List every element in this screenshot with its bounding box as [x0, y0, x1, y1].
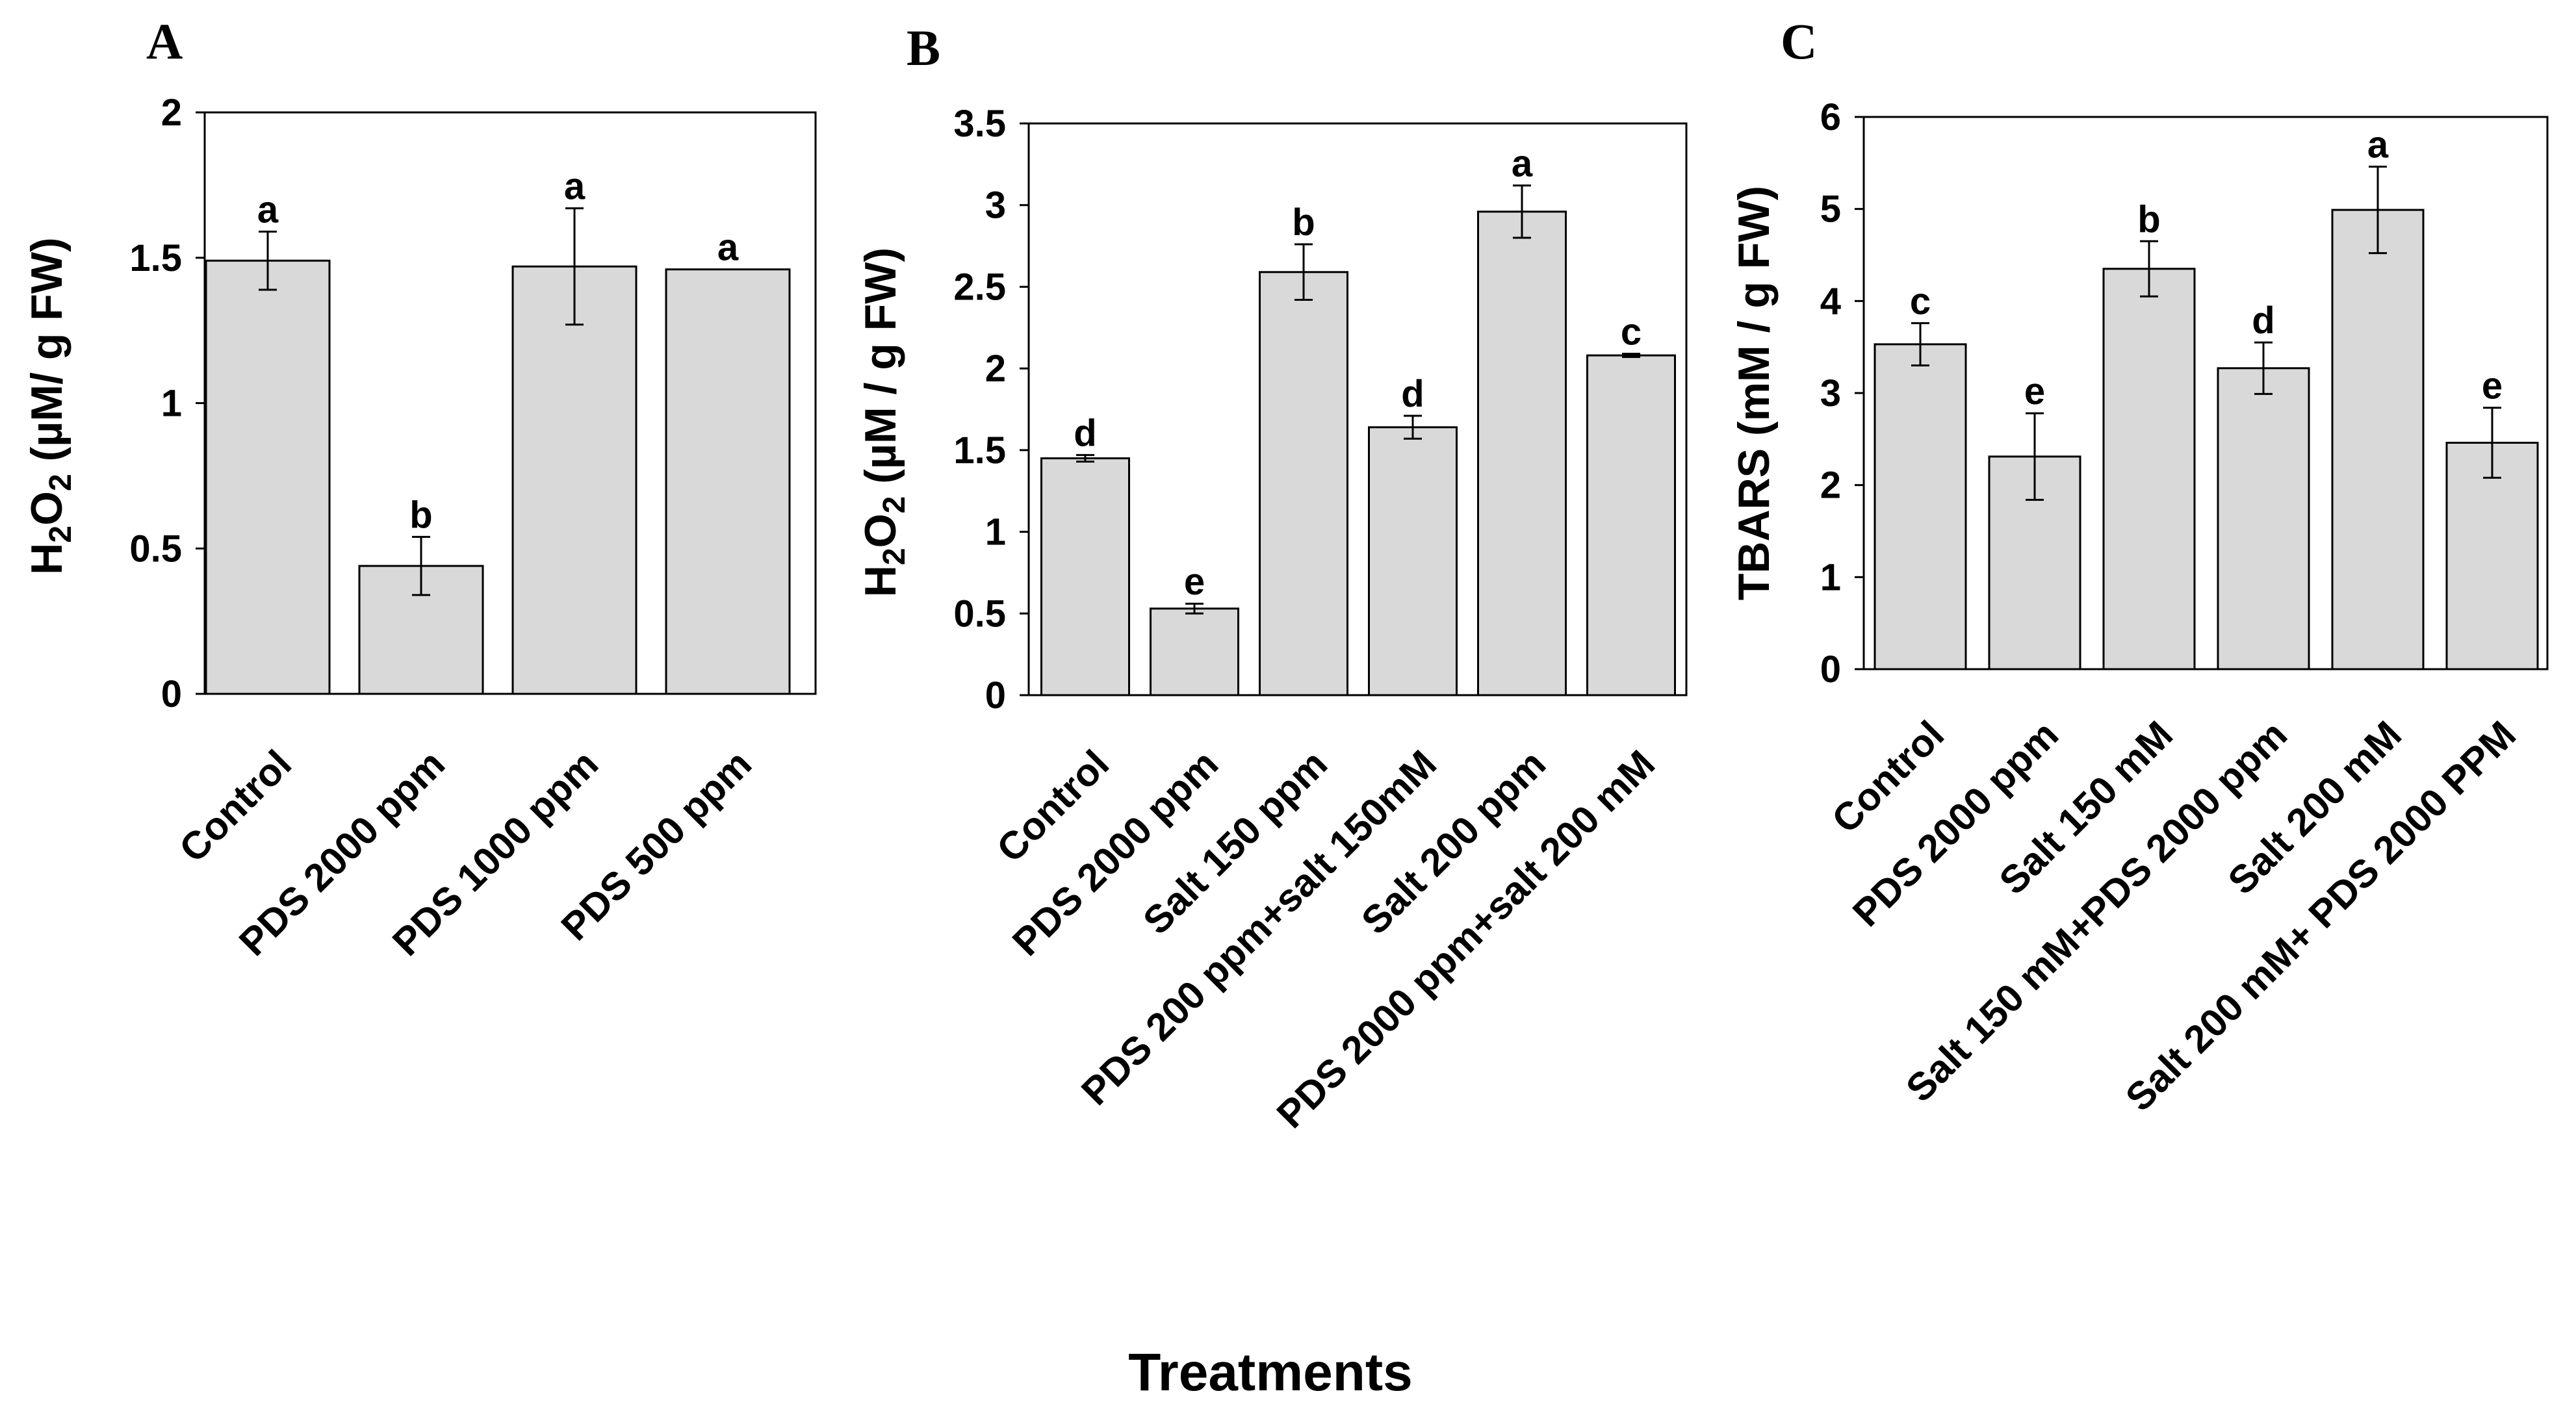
y-tick-label: 1	[985, 511, 1006, 554]
panel-c-label: C	[1781, 13, 1817, 70]
category-label: PDS 2000 ppm	[1844, 713, 2067, 935]
y-tick-label: 1.5	[953, 429, 1006, 472]
y-tick-label: 0.5	[953, 593, 1006, 635]
bar	[2331, 209, 2425, 670]
ylab-part: H	[856, 565, 905, 597]
bar	[511, 265, 638, 695]
y-tick-label: 3.5	[953, 103, 1006, 145]
significance-letter: e	[2024, 370, 2045, 413]
significance-letter: e	[1184, 561, 1205, 603]
ylab-sub: 2	[44, 526, 78, 543]
y-tick-label: 1	[161, 383, 182, 425]
panel-b-plot-frame	[1027, 122, 1688, 696]
x-axis-title: Treatments	[1128, 1343, 1413, 1402]
significance-letter: a	[1512, 143, 1533, 185]
bar	[205, 259, 331, 695]
panel-b-bars: d e b d a c	[1040, 143, 1676, 696]
panel-a-y-ticks: 0 0.5 1 1.5 2	[129, 92, 205, 715]
panel-a-bars: a b a a	[205, 166, 791, 695]
panel-a-y-axis-label: H2O2 (µM/ g FW)	[22, 237, 78, 574]
significance-letter: a	[564, 166, 586, 208]
significance-letter: b	[1292, 201, 1315, 244]
panel-b-y-ticks: 0 0.5 1 1.5 2 2.5 3 3.5	[953, 103, 1029, 717]
significance-letter: a	[257, 188, 279, 231]
panel-a-label: A	[146, 13, 183, 70]
significance-letter: d	[2252, 300, 2274, 342]
ylab-part: O	[856, 513, 905, 548]
significance-letter: e	[2482, 365, 2503, 407]
y-tick-label: 1	[1820, 556, 1841, 598]
significance-letter: d	[1401, 373, 1424, 415]
y-tick-label: 0	[161, 673, 182, 715]
panel-b: B H2O2 (µM / g FW) 00.511.522.533.5 debd…	[856, 19, 1688, 1136]
y-tick-label: 2	[161, 92, 182, 134]
bar	[1477, 210, 1567, 696]
ylab-sub: 2	[877, 548, 912, 565]
significance-letter: a	[717, 227, 739, 269]
ylab-sub: 2	[877, 496, 912, 514]
significance-letter: b	[2137, 198, 2160, 240]
panel-c-y-axis-label: TBARS (mM / g FW)	[1729, 186, 1779, 600]
panel-b-y-axis-label: H2O2 (µM / g FW)	[856, 248, 912, 597]
y-tick-label: 0	[985, 674, 1006, 717]
bar	[1040, 457, 1130, 696]
bar	[1874, 343, 1967, 670]
y-tick-label: 2	[1820, 465, 1841, 507]
y-tick-label: 2	[985, 348, 1006, 390]
y-tick-label: 3	[1820, 372, 1841, 414]
bar	[2102, 268, 2196, 670]
bar	[665, 268, 791, 695]
y-tick-label: 6	[1820, 96, 1841, 138]
ylab-part: (µM/ g FW)	[22, 237, 71, 474]
significance-letter: d	[1074, 412, 1096, 454]
bar	[2217, 367, 2310, 670]
y-tick-label: 1.5	[129, 237, 182, 279]
category-label: Control	[171, 742, 300, 871]
panel-c: C TBARS (mM / g FW) 0 1 2 3 4 5 6 c e b d a e Contr…	[1729, 13, 2549, 1119]
panel-c-y-ticks: 0 1 2 3 4 5 6	[1820, 96, 1864, 691]
ylab-part: O	[22, 491, 71, 526]
bar	[358, 565, 484, 695]
significance-letter: c	[1910, 280, 1931, 322]
bar	[1586, 354, 1676, 696]
ylab-part: (µM / g FW)	[856, 248, 905, 496]
y-tick-label: 5	[1820, 188, 1841, 231]
y-tick-label: 3	[985, 185, 1006, 227]
bar	[1368, 426, 1458, 696]
ylab-part: H	[22, 543, 71, 575]
significance-letter: c	[1621, 311, 1642, 353]
y-tick-label: 0	[1820, 648, 1841, 691]
ylab-sub: 2	[44, 474, 78, 491]
y-tick-label: 4	[1820, 280, 1841, 322]
y-tick-label: 2.5	[953, 266, 1006, 308]
significance-letter: a	[2367, 124, 2389, 166]
panel-b-label: B	[907, 19, 940, 76]
bar	[1150, 607, 1239, 696]
y-tick-label: 0.5	[129, 528, 182, 570]
significance-letter: b	[409, 494, 432, 536]
bar	[2445, 442, 2539, 670]
bar	[1259, 271, 1348, 696]
panel-c-bars: c e b d a e	[1874, 124, 2539, 670]
